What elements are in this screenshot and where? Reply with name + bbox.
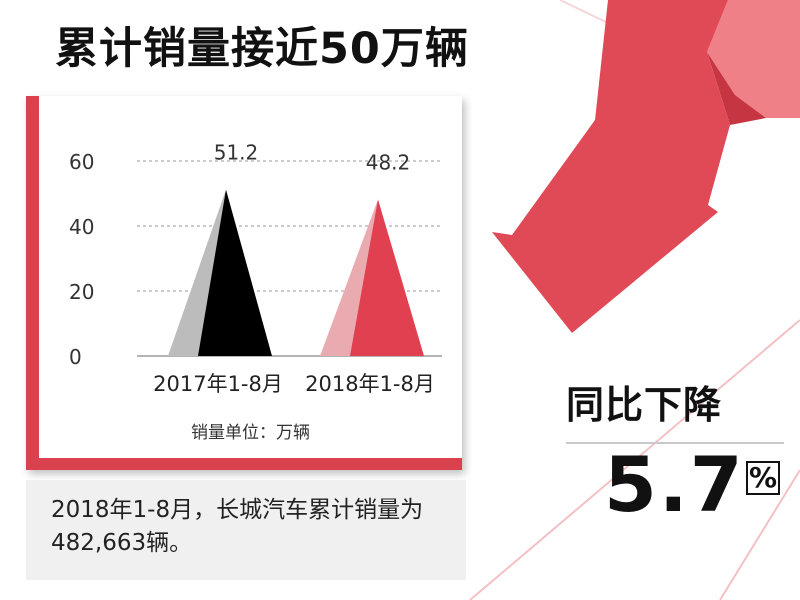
chart-card: 0 20 40 60 51.2 2017年1-8月 48.2 2018年1-8月 销量单位：万…: [26, 96, 462, 470]
x-tick-label: 2017年1-8月: [153, 372, 283, 396]
page-title: 累计销量接近50万辆: [55, 24, 469, 74]
percent-sign: %: [746, 461, 780, 495]
y-tick-label: 40: [69, 215, 94, 239]
yoy-value: 5.7: [604, 440, 745, 529]
yoy-label: 同比下降: [566, 383, 723, 427]
description-text: 2018年1-8月，长城汽车累计销量为482,663辆。: [51, 497, 424, 556]
y-tick-label: 60: [69, 150, 94, 174]
description-box: 2018年1-8月，长城汽车累计销量为482,663辆。: [26, 480, 466, 580]
bar: [350, 199, 424, 356]
chart-panel: 0 20 40 60 51.2 2017年1-8月 48.2 2018年1-8月 销量单位：万…: [39, 96, 462, 458]
unit-label: 销量单位：万辆: [191, 423, 310, 443]
x-tick-label: 2018年1-8月: [305, 372, 435, 396]
bar: [198, 189, 272, 356]
y-tick-label: 0: [69, 345, 82, 369]
divider: [566, 442, 784, 444]
data-label: 48.2: [366, 150, 411, 174]
data-label: 51.2: [214, 141, 259, 165]
bar-chart: 0 20 40 60 51.2 2017年1-8月 48.2 2018年1-8月: [69, 141, 442, 396]
y-tick-label: 20: [69, 280, 94, 304]
